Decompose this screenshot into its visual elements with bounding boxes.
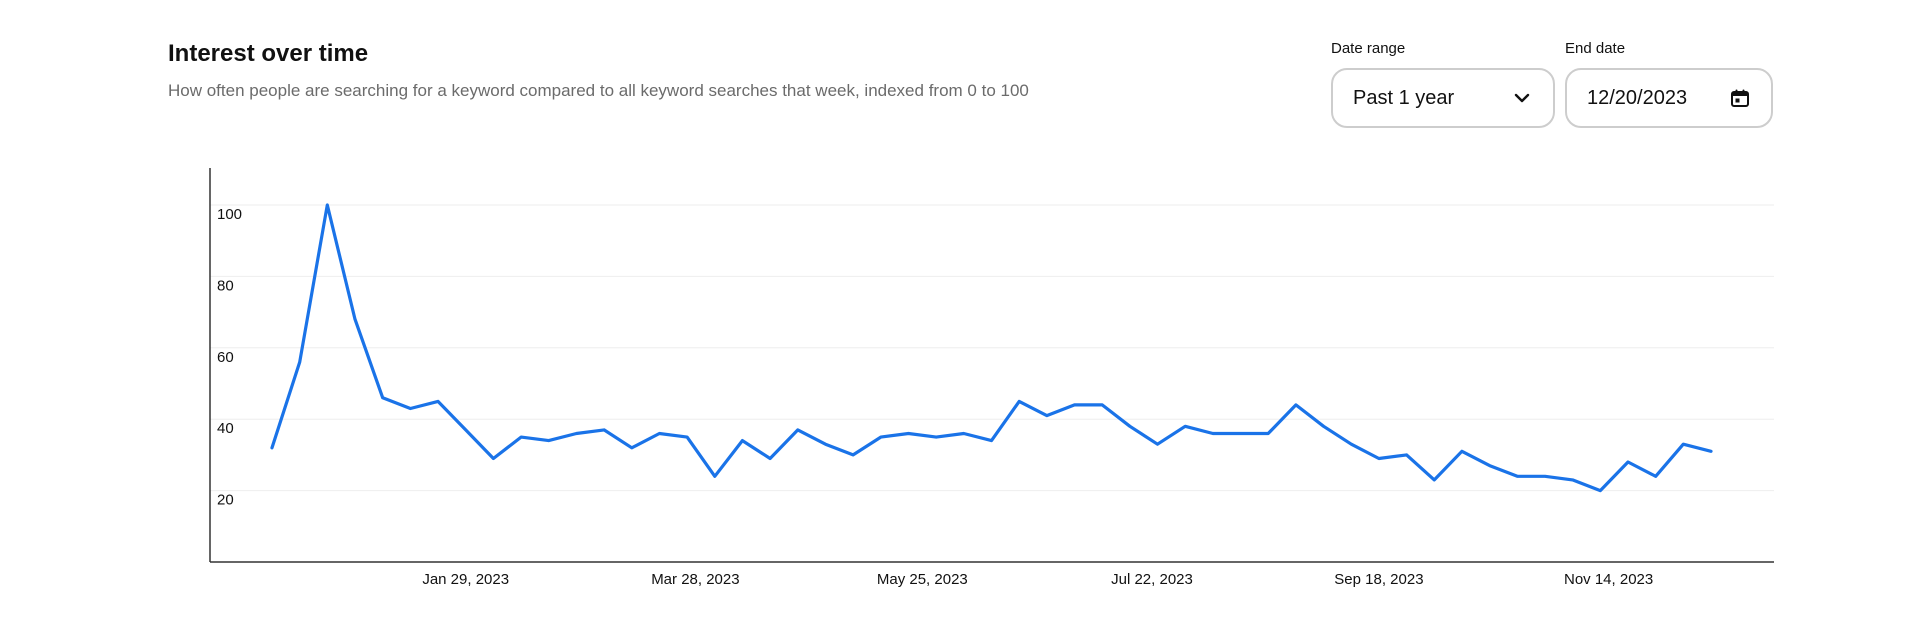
- chart-title: Interest over time: [168, 40, 369, 67]
- y-tick-label-100: 100: [217, 206, 242, 223]
- y-tick-label-80: 80: [217, 277, 234, 294]
- x-tick-label: Jul 22, 2023: [1111, 571, 1193, 588]
- x-tick-label: Sep 18, 2023: [1334, 571, 1423, 588]
- end-date-label: End date: [1565, 40, 1626, 57]
- x-tick-label: Mar 28, 2023: [651, 571, 739, 588]
- x-tick-label: Jan 29, 2023: [422, 571, 509, 588]
- calendar-icon[interactable]: [1729, 87, 1751, 109]
- date-range-select[interactable]: Past 1 year: [1331, 68, 1555, 128]
- chevron-down-icon: [1511, 87, 1533, 109]
- y-tick-label-40: 40: [217, 420, 234, 437]
- end-date-input[interactable]: 12/20/2023: [1565, 68, 1773, 128]
- end-date-value: 12/20/2023: [1587, 86, 1688, 109]
- series-line: [270, 203, 1713, 493]
- chart-subtitle: How often people are searching for a key…: [168, 81, 1029, 100]
- x-tick-label: May 25, 2023: [877, 571, 968, 588]
- date-range-label: Date range: [1331, 40, 1406, 57]
- date-range-value: Past 1 year: [1353, 86, 1455, 109]
- y-tick-label-60: 60: [217, 349, 234, 366]
- x-tick-label: Nov 14, 2023: [1564, 571, 1653, 588]
- y-tick-label-20: 20: [217, 492, 234, 509]
